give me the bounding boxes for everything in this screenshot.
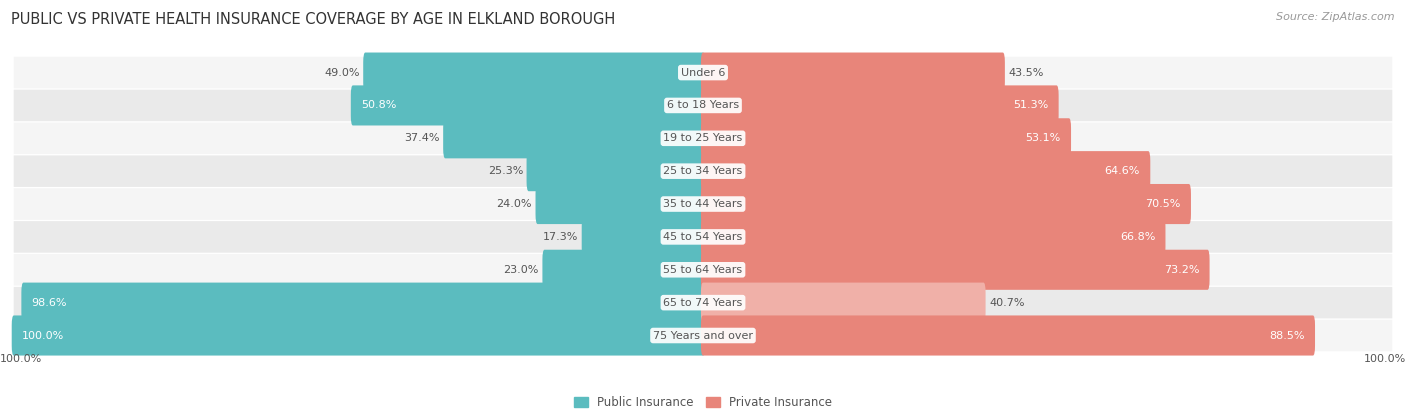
Text: 19 to 25 Years: 19 to 25 Years (664, 133, 742, 143)
FancyBboxPatch shape (536, 184, 704, 224)
Text: 53.1%: 53.1% (1025, 133, 1060, 143)
Text: 66.8%: 66.8% (1119, 232, 1156, 242)
FancyBboxPatch shape (14, 254, 1392, 285)
Text: 55 to 64 Years: 55 to 64 Years (664, 265, 742, 275)
FancyBboxPatch shape (14, 123, 1392, 154)
Text: Under 6: Under 6 (681, 68, 725, 78)
FancyBboxPatch shape (21, 282, 704, 323)
FancyBboxPatch shape (11, 316, 704, 356)
FancyBboxPatch shape (14, 90, 1392, 121)
FancyBboxPatch shape (582, 217, 704, 257)
Text: 24.0%: 24.0% (496, 199, 531, 209)
FancyBboxPatch shape (14, 188, 1392, 220)
Text: 43.5%: 43.5% (1008, 68, 1043, 78)
FancyBboxPatch shape (443, 118, 704, 158)
Text: 6 to 18 Years: 6 to 18 Years (666, 100, 740, 110)
FancyBboxPatch shape (543, 250, 704, 290)
Text: 50.8%: 50.8% (361, 100, 396, 110)
Text: 40.7%: 40.7% (988, 298, 1025, 308)
Text: 35 to 44 Years: 35 to 44 Years (664, 199, 742, 209)
Text: 70.5%: 70.5% (1146, 199, 1181, 209)
Legend: Public Insurance, Private Insurance: Public Insurance, Private Insurance (569, 392, 837, 413)
FancyBboxPatch shape (14, 221, 1392, 253)
FancyBboxPatch shape (702, 118, 1071, 158)
FancyBboxPatch shape (702, 85, 1059, 126)
FancyBboxPatch shape (527, 151, 704, 191)
Text: 73.2%: 73.2% (1164, 265, 1199, 275)
Text: 23.0%: 23.0% (503, 265, 538, 275)
FancyBboxPatch shape (14, 320, 1392, 351)
FancyBboxPatch shape (702, 151, 1150, 191)
FancyBboxPatch shape (702, 217, 1166, 257)
FancyBboxPatch shape (702, 52, 1005, 93)
Text: 75 Years and over: 75 Years and over (652, 330, 754, 340)
Text: 64.6%: 64.6% (1105, 166, 1140, 176)
FancyBboxPatch shape (702, 250, 1209, 290)
Text: 100.0%: 100.0% (0, 354, 42, 364)
Text: 25.3%: 25.3% (488, 166, 523, 176)
Text: 98.6%: 98.6% (32, 298, 67, 308)
Text: 88.5%: 88.5% (1270, 330, 1305, 340)
Text: 37.4%: 37.4% (404, 133, 440, 143)
Text: 45 to 54 Years: 45 to 54 Years (664, 232, 742, 242)
Text: 65 to 74 Years: 65 to 74 Years (664, 298, 742, 308)
FancyBboxPatch shape (363, 52, 704, 93)
Text: 17.3%: 17.3% (543, 232, 578, 242)
FancyBboxPatch shape (14, 287, 1392, 318)
Text: 51.3%: 51.3% (1014, 100, 1049, 110)
Text: 49.0%: 49.0% (325, 68, 360, 78)
Text: 100.0%: 100.0% (22, 330, 65, 340)
FancyBboxPatch shape (702, 282, 986, 323)
FancyBboxPatch shape (352, 85, 704, 126)
Text: Source: ZipAtlas.com: Source: ZipAtlas.com (1277, 12, 1395, 22)
Text: 25 to 34 Years: 25 to 34 Years (664, 166, 742, 176)
Text: PUBLIC VS PRIVATE HEALTH INSURANCE COVERAGE BY AGE IN ELKLAND BOROUGH: PUBLIC VS PRIVATE HEALTH INSURANCE COVER… (11, 12, 616, 27)
FancyBboxPatch shape (702, 316, 1315, 356)
FancyBboxPatch shape (14, 57, 1392, 88)
Text: 100.0%: 100.0% (1364, 354, 1406, 364)
FancyBboxPatch shape (14, 155, 1392, 187)
FancyBboxPatch shape (702, 184, 1191, 224)
